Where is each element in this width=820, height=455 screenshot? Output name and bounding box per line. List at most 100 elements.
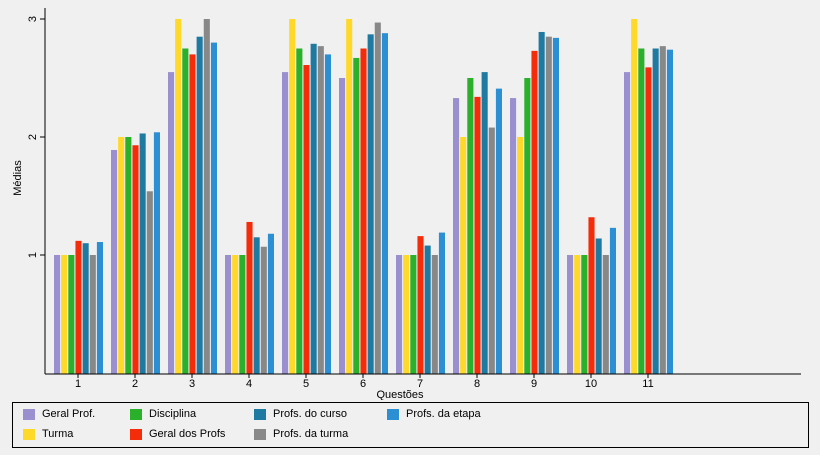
bar-q9-s1	[517, 137, 524, 374]
legend-label: Profs. da etapa	[406, 408, 481, 420]
x-tick-label-5: 5	[303, 378, 309, 390]
legend-label: Disciplina	[149, 408, 197, 420]
x-tick-label-8: 8	[474, 378, 480, 390]
y-tick-label-3: 3	[27, 16, 39, 22]
legend-item-2: Disciplina	[130, 408, 196, 420]
y-axis-label: Médias	[12, 160, 24, 196]
bar-q6-s1	[346, 19, 353, 374]
bar-q2-s1	[118, 137, 125, 374]
bar-q10-s5	[602, 255, 609, 374]
bar-q6-s6	[381, 33, 388, 374]
bar-q5-s2	[296, 48, 303, 374]
bar-q1-s4	[82, 243, 89, 374]
x-tick-label-11: 11	[642, 378, 653, 390]
bar-q11-s4	[652, 48, 659, 374]
bar-q4-s6	[267, 233, 274, 374]
bar-q4-s4	[253, 237, 260, 374]
bar-q3-s0	[168, 72, 175, 374]
legend-swatch	[254, 408, 266, 420]
legend-label: Geral dos Profs	[149, 428, 226, 440]
y-tick-label-1: 1	[27, 252, 39, 258]
bar-q2-s0	[111, 149, 118, 374]
bar-q8-s6	[495, 88, 502, 375]
bar-q3-s5	[203, 19, 210, 374]
bar-q9-s4	[538, 31, 545, 374]
bar-q7-s0	[396, 255, 403, 374]
legend: Geral Prof. Turma Disciplina Geral dos Prof…	[12, 402, 809, 448]
legend-item-4: Profs. do curso	[254, 408, 347, 420]
bar-q11-s5	[659, 46, 666, 374]
bar-q3-s6	[210, 42, 217, 374]
bar-q11-s3	[645, 67, 652, 374]
legend-swatch	[23, 428, 35, 440]
bar-q5-s0	[282, 72, 289, 374]
bar-q5-s1	[289, 19, 296, 374]
bar-q8-s1	[460, 137, 467, 374]
bar-q2-s4	[139, 133, 146, 374]
legend-label: Geral Prof.	[42, 408, 96, 420]
x-tick-label-9: 9	[531, 378, 537, 390]
bar-q9-s0	[510, 98, 517, 374]
bar-q8-s3	[474, 96, 481, 374]
bar-q10-s1	[574, 255, 581, 374]
y-tick-label-2: 2	[27, 134, 39, 140]
bar-q4-s5	[260, 246, 267, 374]
bar-q5-s6	[324, 54, 331, 375]
bar-q2-s2	[125, 137, 132, 374]
bar-q3-s3	[189, 54, 196, 375]
bar-q9-s5	[545, 36, 552, 374]
bar-q1-s5	[89, 255, 96, 374]
bar-q6-s0	[339, 78, 346, 374]
legend-item-0: Geral Prof.	[23, 408, 95, 420]
x-axis-label: Questões	[376, 389, 424, 400]
legend-item-1: Turma	[23, 428, 73, 440]
bar-q2-s3	[132, 145, 139, 374]
bar-q1-s3	[75, 240, 82, 374]
bar-q1-s6	[96, 242, 103, 374]
bar-q7-s1	[403, 255, 410, 374]
bar-q9-s6	[552, 37, 559, 374]
bar-q7-s6	[438, 232, 445, 374]
bar-q11-s2	[638, 48, 645, 374]
bar-q10-s0	[567, 255, 574, 374]
x-tick-label-4: 4	[246, 378, 252, 390]
bar-q3-s4	[196, 36, 203, 374]
x-tick-label-7: 7	[417, 378, 423, 390]
bar-q7-s4	[424, 245, 431, 374]
legend-item-6: Profs. da etapa	[387, 408, 481, 420]
bar-q11-s6	[666, 49, 673, 375]
legend-label: Profs. da turma	[273, 428, 349, 440]
bar-q4-s3	[246, 221, 253, 374]
bar-q4-s1	[232, 255, 239, 374]
bar-q11-s0	[624, 72, 631, 374]
x-tick-label-6: 6	[360, 378, 366, 390]
bar-q10-s3	[588, 217, 595, 374]
bar-q1-s2	[68, 255, 75, 374]
bars-group	[54, 19, 673, 375]
legend-label: Turma	[42, 428, 74, 440]
x-tick-label-2: 2	[132, 378, 138, 390]
bar-q7-s2	[410, 255, 417, 374]
bar-q2-s5	[146, 191, 153, 374]
bar-q3-s1	[175, 19, 182, 374]
bar-q5-s5	[317, 46, 324, 374]
bar-q9-s2	[524, 78, 531, 374]
legend-label: Profs. do curso	[273, 408, 347, 420]
bar-q8-s2	[467, 78, 474, 374]
bar-q4-s0	[225, 255, 232, 374]
x-tick-label-1: 1	[75, 378, 81, 390]
x-ticks-group: 1 2 3 4 5 6 7 8 9 10 11	[75, 374, 654, 390]
bar-q5-s3	[303, 65, 310, 375]
bar-q2-s6	[153, 132, 160, 374]
x-tick-label-3: 3	[189, 378, 195, 390]
y-ticks-group: 1 2 3	[27, 16, 45, 258]
legend-item-3: Geral dos Profs	[130, 428, 225, 440]
bar-q6-s4	[367, 34, 374, 375]
bar-q8-s0	[453, 98, 460, 374]
bar-q10-s6	[609, 227, 616, 374]
bar-q8-s5	[488, 127, 495, 374]
bar-q5-s4	[310, 43, 317, 374]
bar-q1-s0	[54, 255, 61, 374]
bar-q3-s2	[182, 48, 189, 374]
legend-swatch	[254, 428, 266, 440]
